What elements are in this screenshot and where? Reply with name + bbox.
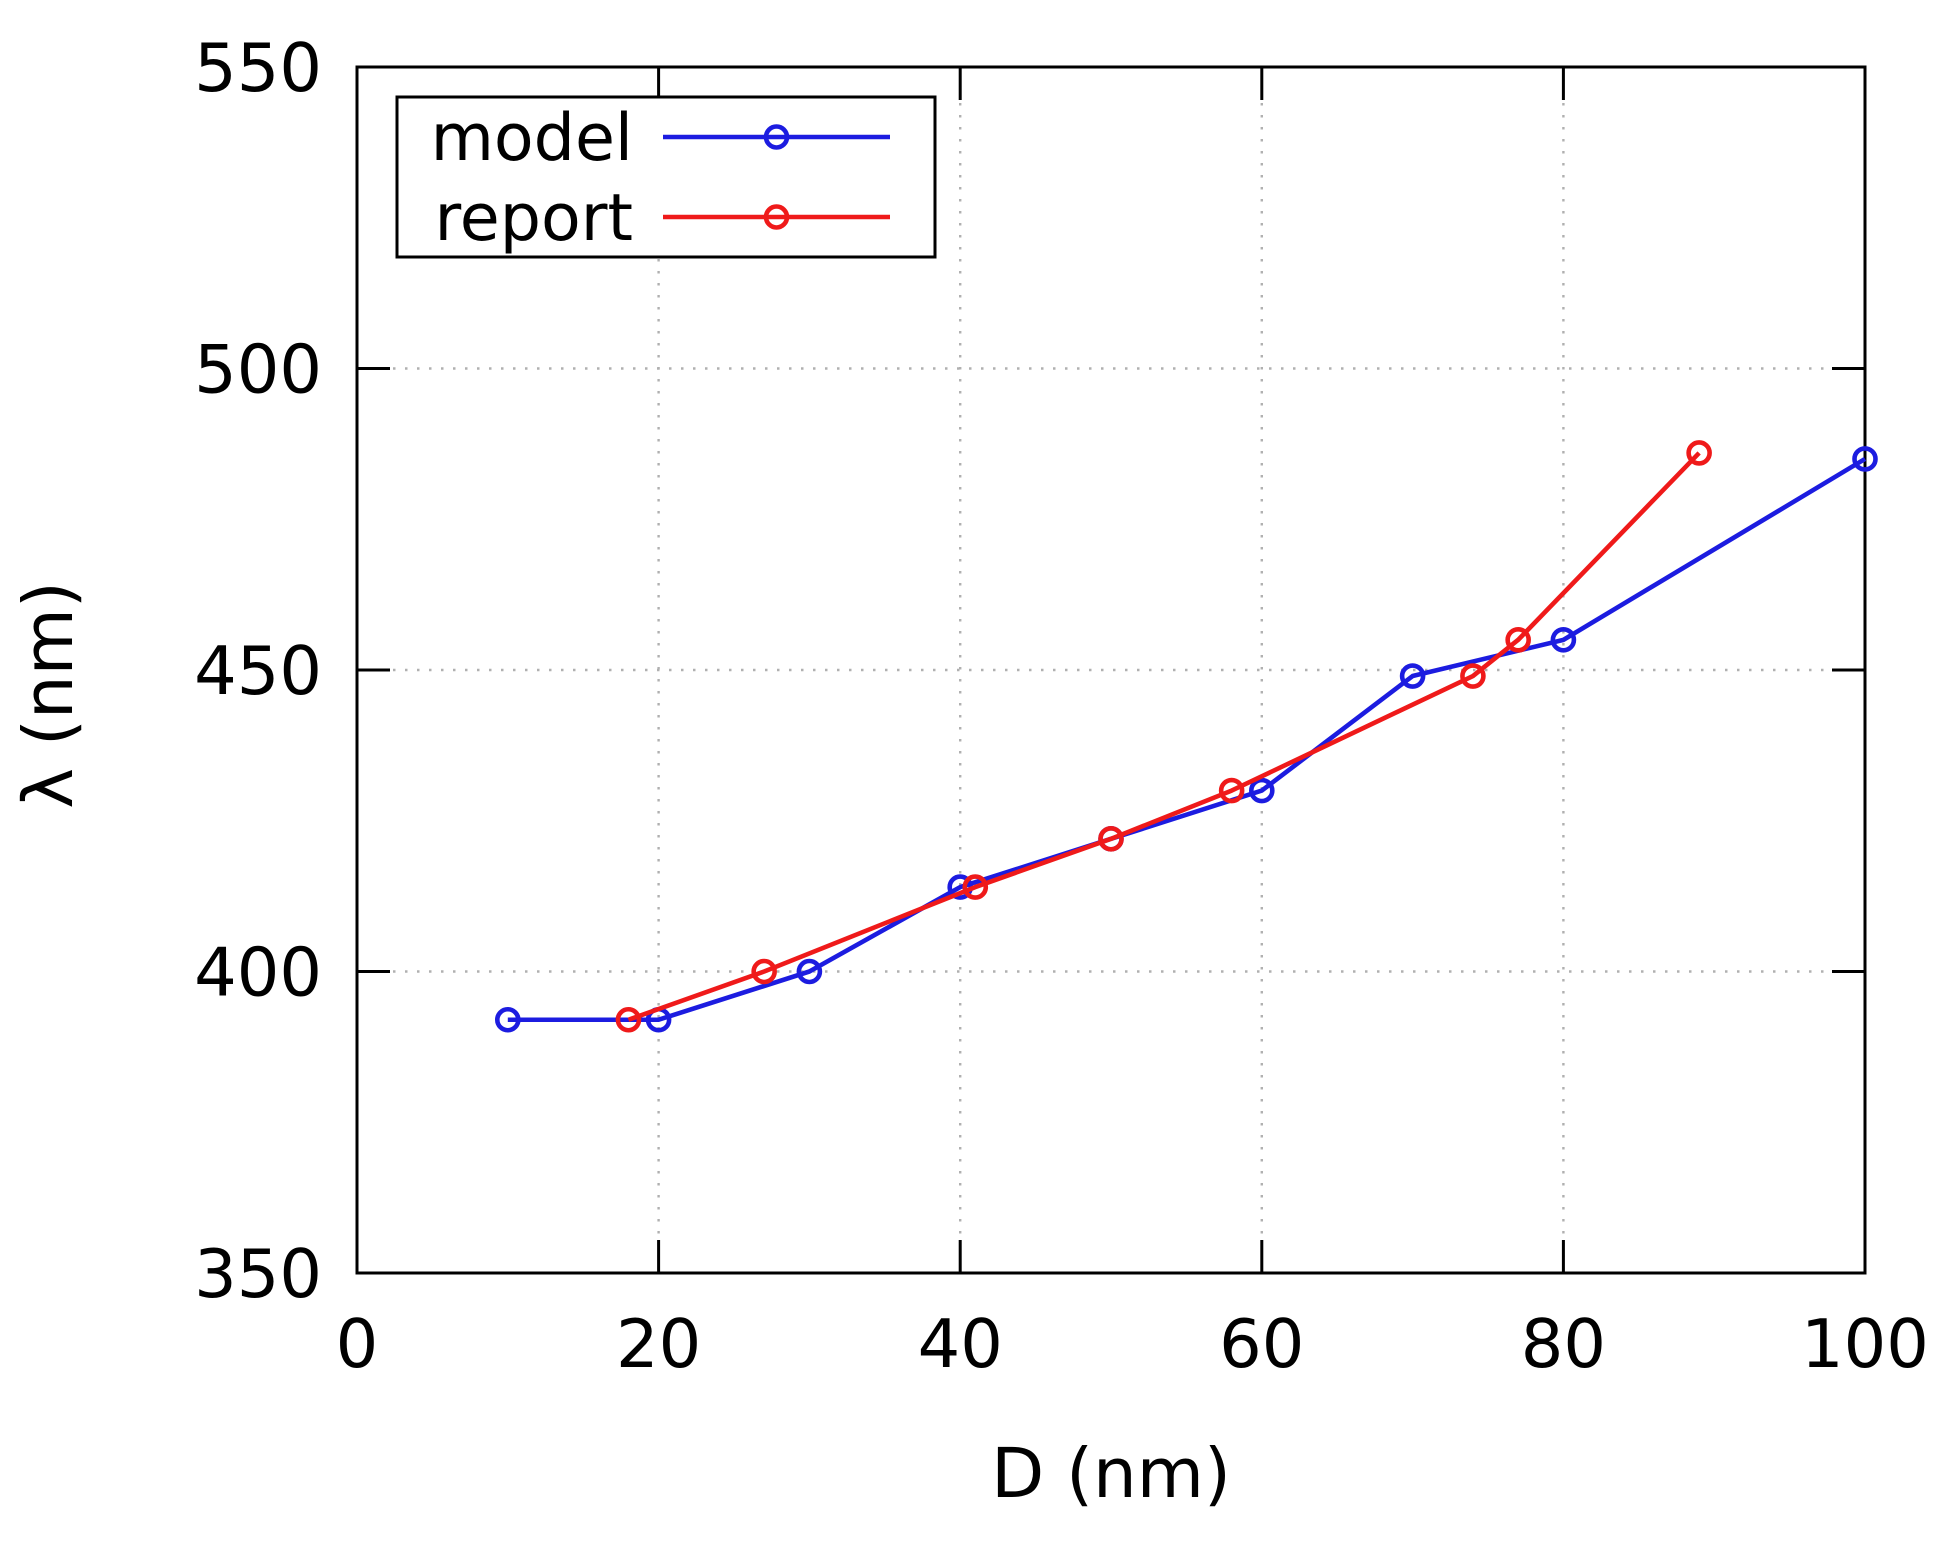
- data-point-report-18: [615, 1006, 642, 1033]
- ytick-label-350: 350: [194, 1235, 322, 1313]
- plot-border-rect: [355, 65, 1867, 1275]
- data-point-report-74: [1460, 663, 1486, 689]
- xtick-label-40: 40: [918, 1305, 1003, 1383]
- ytick-label-550: 550: [194, 29, 322, 107]
- data-point-model-70: [1399, 663, 1426, 689]
- data-point-report-77: [1505, 627, 1531, 653]
- data-point-model-10: [494, 1006, 521, 1033]
- legend-entry-report: report: [434, 181, 890, 256]
- data-point-model-100: [1852, 446, 1878, 472]
- legend-label-report: report: [434, 181, 633, 256]
- xtick-label-100: 100: [1801, 1305, 1929, 1383]
- series-line-report: [627, 451, 1701, 1022]
- x-axis-title: D (nm): [991, 1434, 1231, 1514]
- series-line-model: [507, 456, 1867, 1023]
- tick-labels: 0 20 40 60 80 100 350 400 450 500 550: [194, 29, 1929, 1383]
- series-lines: [494, 440, 1878, 1033]
- xtick-label-0: 0: [336, 1305, 379, 1383]
- data-point-model-30: [796, 958, 823, 985]
- data-point-report-27: [751, 958, 777, 985]
- y-axis-title: λ (nm): [9, 581, 89, 809]
- data-point-model-80: [1550, 627, 1577, 653]
- xtick-label-80: 80: [1521, 1305, 1606, 1383]
- xtick-label-60: 60: [1219, 1305, 1304, 1383]
- legend-entry-model: model: [431, 101, 890, 176]
- data-point-report-58: [1218, 777, 1245, 804]
- xtick-label-20: 20: [616, 1305, 701, 1383]
- legend-box: [395, 95, 937, 259]
- ytick-label-400: 400: [194, 934, 322, 1012]
- plot-border: [355, 65, 1867, 1275]
- series-model: [494, 446, 1878, 1033]
- data-point-report-50: [1098, 826, 1124, 852]
- legend-sample-marker-report: [763, 204, 790, 230]
- series-report: [615, 440, 1712, 1033]
- data-point-report-89: [1686, 440, 1712, 466]
- legend-label-model: model: [431, 101, 633, 176]
- data-point-report-41: [962, 874, 989, 900]
- ytick-label-500: 500: [194, 331, 322, 409]
- legend-sample-marker-model: [763, 124, 790, 150]
- ytick-label-450: 450: [194, 632, 322, 710]
- data-point-model-60: [1249, 777, 1275, 804]
